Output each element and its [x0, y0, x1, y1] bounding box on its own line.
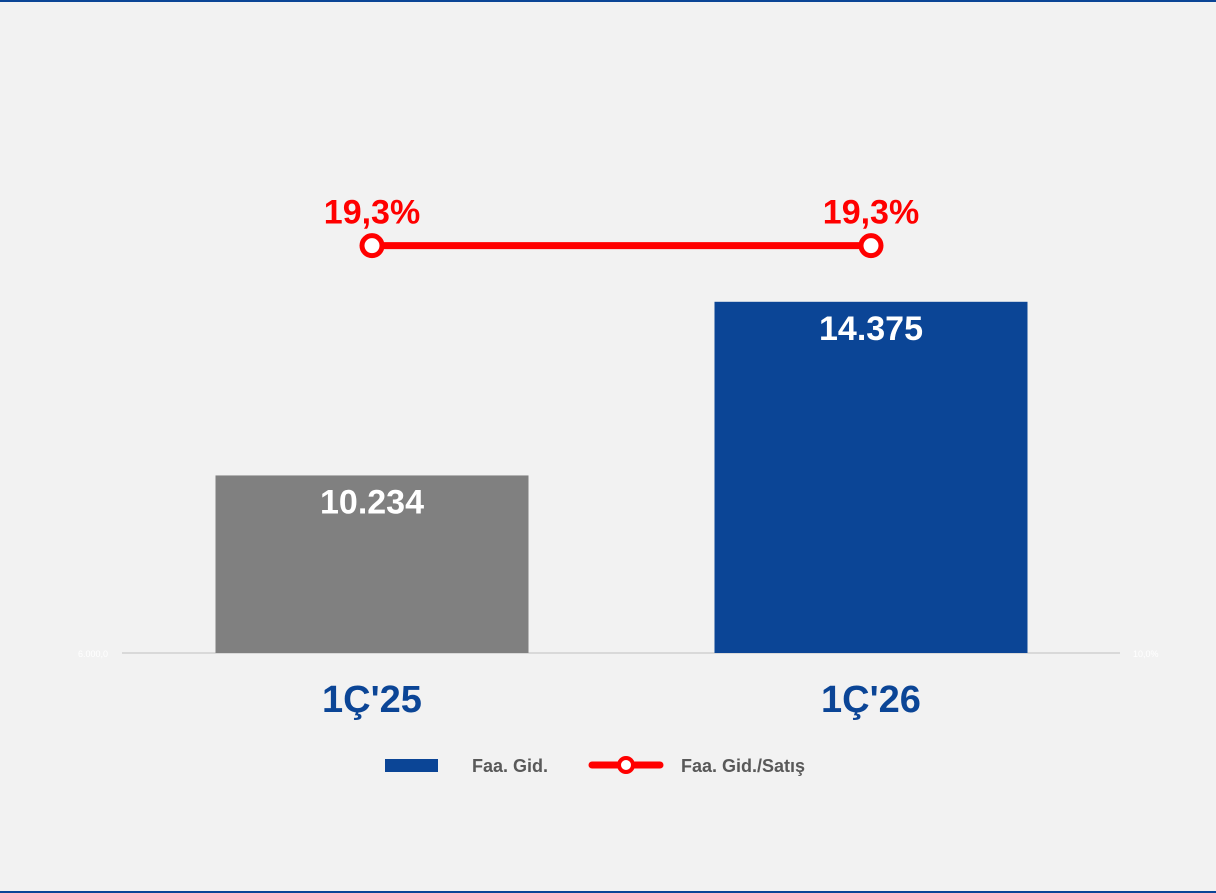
frame-top-border — [0, 0, 1216, 2]
legend-line-label: Faa. Gid./Satış — [681, 756, 805, 776]
line-value-label-1: 19,3% — [324, 194, 420, 232]
bar-2 — [714, 301, 1028, 653]
line-marker-1 — [359, 233, 385, 259]
legend-bar-swatch — [385, 759, 438, 772]
line-marker-2 — [858, 233, 884, 259]
frame-bottom-border — [0, 891, 1216, 893]
y-left-min-tick: 6.000,0 — [78, 649, 108, 659]
bar-value-label-1: 10.234 — [320, 483, 424, 521]
category-label-2: 1Ç'26 — [821, 679, 921, 721]
y-right-min-tick: 10,0% — [1133, 649, 1159, 659]
line-value-label-2: 19,3% — [823, 194, 919, 232]
bar-value-label-2: 14.375 — [819, 310, 923, 348]
category-label-1: 1Ç'25 — [322, 679, 422, 721]
legend-line-marker — [617, 756, 635, 774]
legend-bar-label: Faa. Gid. — [472, 756, 548, 776]
bar-1 — [215, 475, 529, 653]
